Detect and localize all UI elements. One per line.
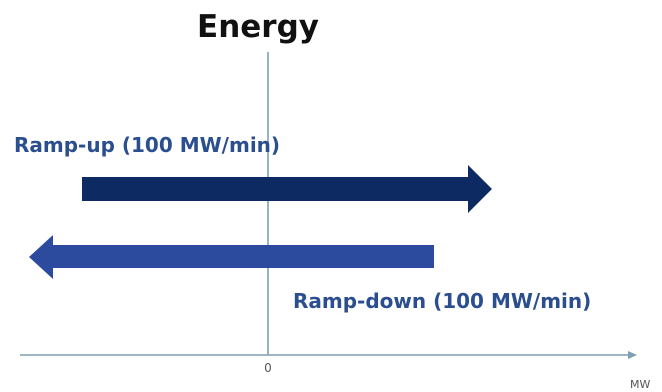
ramp-down-arrow xyxy=(29,235,434,279)
x-axis-unit-label: MW xyxy=(630,378,650,391)
origin-tick-label: 0 xyxy=(264,361,272,375)
horizontal-axis-arrowhead xyxy=(628,351,637,359)
ramp-up-label: Ramp-up (100 MW/min) xyxy=(14,133,280,157)
ramp-down-label: Ramp-down (100 MW/min) xyxy=(293,289,591,313)
ramp-up-arrow xyxy=(82,165,492,213)
diagram-title: Energy xyxy=(197,9,319,45)
